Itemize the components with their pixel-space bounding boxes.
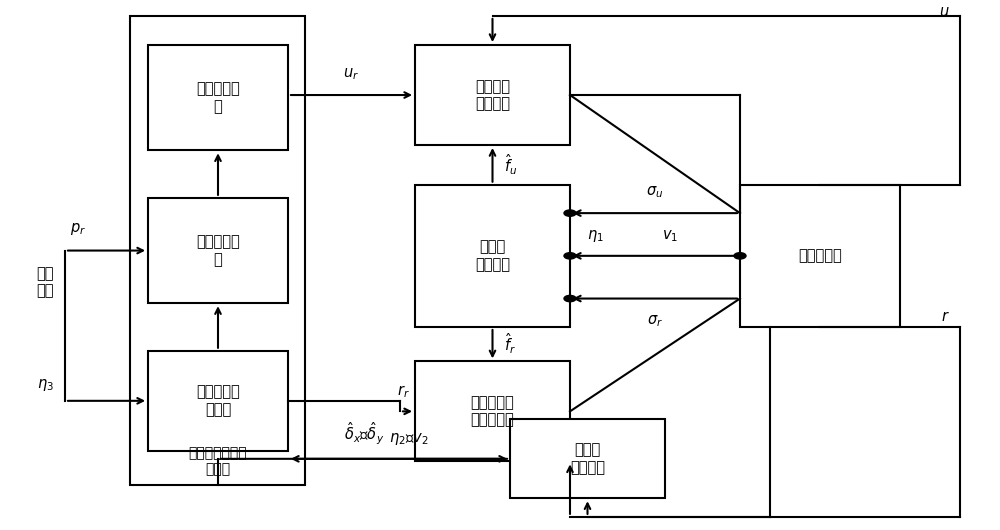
Bar <box>130 16 305 485</box>
Bar <box>415 45 570 145</box>
Bar <box>148 45 288 151</box>
Text: 艏摇方向转
换控制模块: 艏摇方向转 换控制模块 <box>471 395 514 428</box>
Text: $v_1$: $v_1$ <box>662 228 678 244</box>
Text: $p_r$: $p_r$ <box>70 222 86 237</box>
Text: 滚动时域优化控
制模块: 滚动时域优化控 制模块 <box>189 446 247 476</box>
Bar <box>415 184 570 327</box>
Text: 期望
轨迹: 期望 轨迹 <box>36 266 54 298</box>
Bar <box>148 351 288 451</box>
Text: 纵向转换
控制模块: 纵向转换 控制模块 <box>475 79 510 111</box>
Text: $\sigma_u$: $\sigma_u$ <box>646 184 664 200</box>
Text: $\hat{f}_r$: $\hat{f}_r$ <box>504 332 517 356</box>
Text: $\eta_1$: $\eta_1$ <box>587 228 603 244</box>
Text: 位置预测模
块: 位置预测模 块 <box>196 234 240 267</box>
Text: $\hat{\delta}_x$、$\hat{\delta}_y$: $\hat{\delta}_x$、$\hat{\delta}_y$ <box>344 421 384 447</box>
Text: $\sigma_r$: $\sigma_r$ <box>647 313 663 329</box>
Text: $u$: $u$ <box>939 4 950 19</box>
Text: $r$: $r$ <box>941 310 950 324</box>
Circle shape <box>564 210 576 216</box>
Circle shape <box>734 253 746 259</box>
Text: $\eta_3$: $\eta_3$ <box>37 377 53 393</box>
Circle shape <box>564 295 576 302</box>
Text: 动力学
估计模块: 动力学 估计模块 <box>475 240 510 272</box>
Bar <box>740 184 900 327</box>
Text: 运动学
估计模块: 运动学 估计模块 <box>570 443 605 475</box>
Text: 速度组合预
测模块: 速度组合预 测模块 <box>196 385 240 417</box>
Bar <box>510 419 665 498</box>
Text: $u_r$: $u_r$ <box>343 66 360 82</box>
Text: $r_r$: $r_r$ <box>397 383 410 400</box>
Bar <box>415 361 570 462</box>
Bar <box>148 198 288 303</box>
Text: 海洋机器人: 海洋机器人 <box>798 249 842 263</box>
Text: $\hat{f}_u$: $\hat{f}_u$ <box>504 153 518 177</box>
Text: $\eta_2$、$v_2$: $\eta_2$、$v_2$ <box>389 431 429 447</box>
Circle shape <box>564 253 576 259</box>
Text: 优化选择模
块: 优化选择模 块 <box>196 82 240 114</box>
